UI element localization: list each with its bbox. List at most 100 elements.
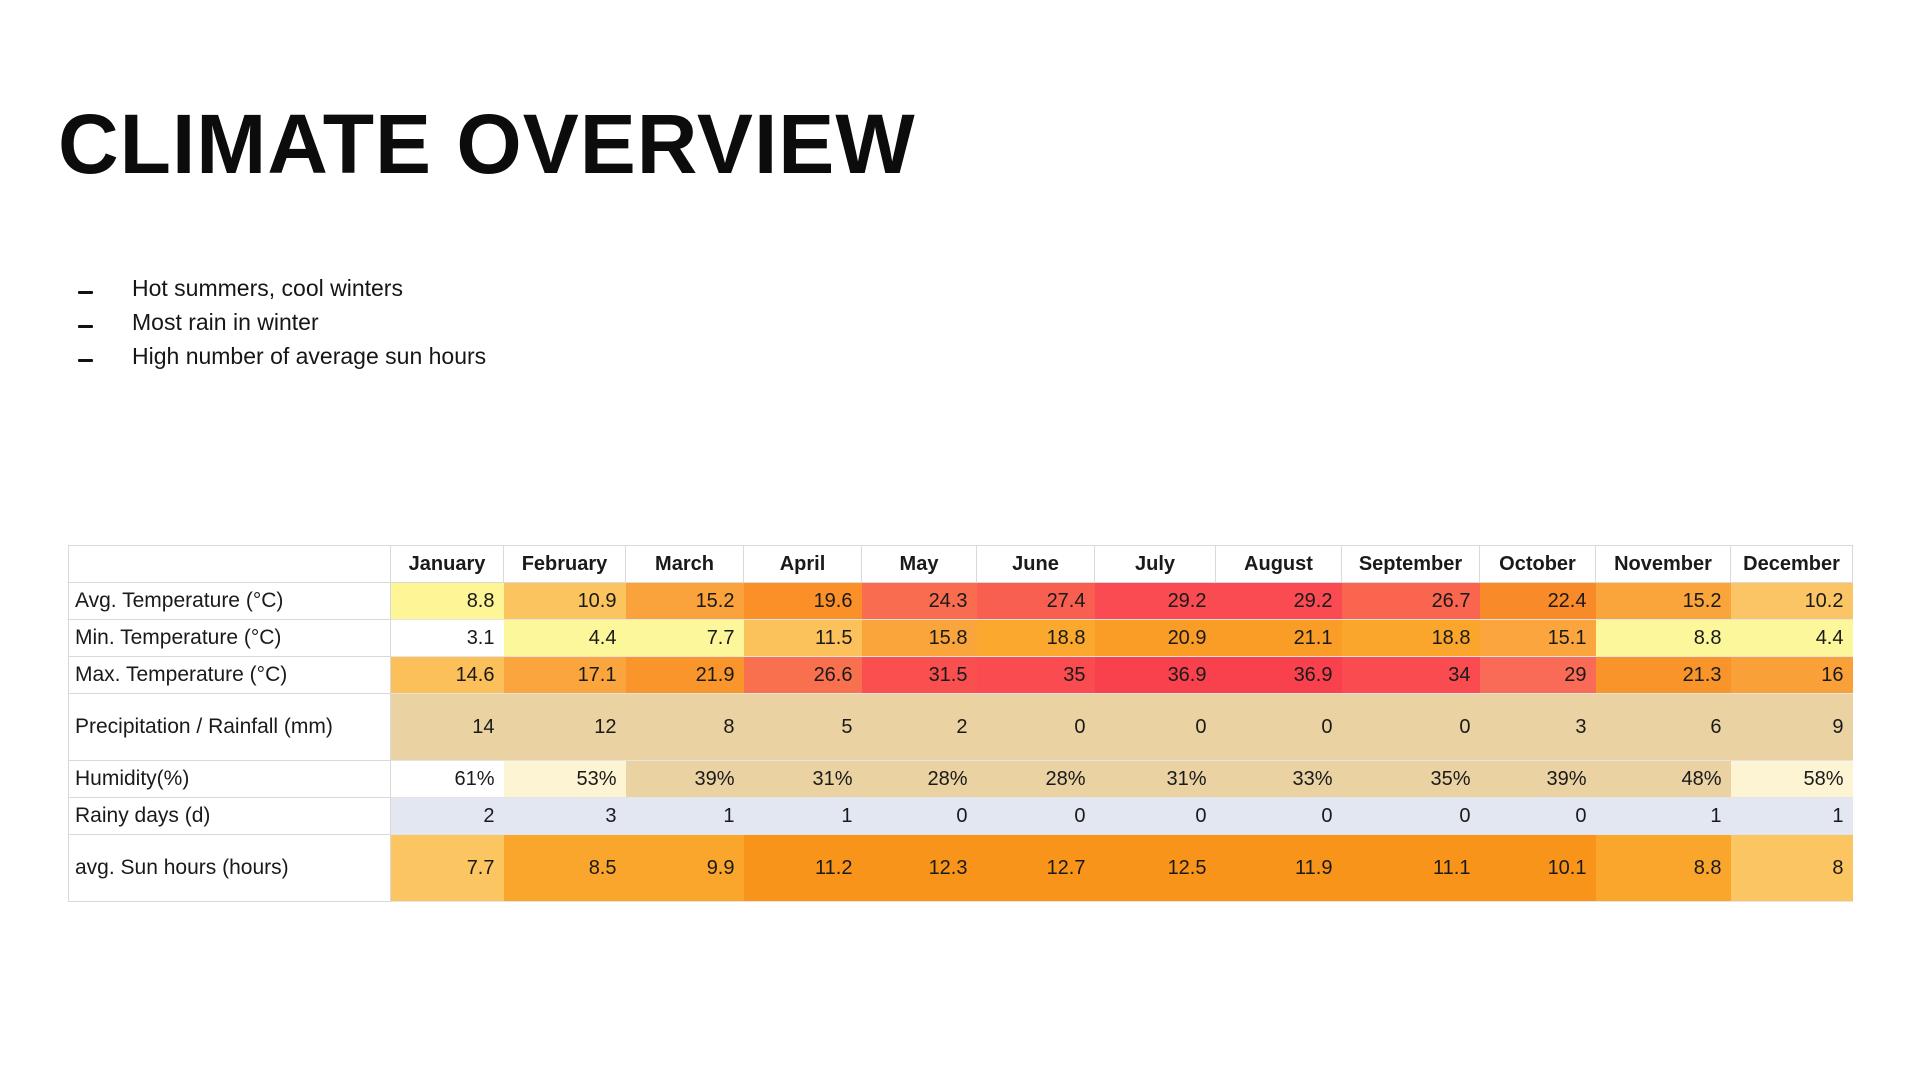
table-cell: 11.2	[743, 834, 862, 902]
table-cell: 8.5	[503, 834, 626, 902]
table-cell: 39%	[1479, 760, 1596, 798]
table-cell: 1	[743, 797, 862, 835]
table-cell: 35	[976, 656, 1095, 694]
table-cell: 12.7	[976, 834, 1095, 902]
table-cell: 0	[1094, 693, 1216, 761]
table-cell: 10.9	[503, 582, 626, 620]
table-cell: 26.6	[743, 656, 862, 694]
table-cell: 3	[1479, 693, 1596, 761]
table-cell: 19.6	[743, 582, 862, 620]
table-row: Precipitation / Rainfall (mm) 14 12 8 5 2 0 0 0 0…	[68, 693, 1853, 761]
table-cell: 14	[390, 693, 504, 761]
table-cell: 0	[1215, 797, 1342, 835]
bullet-text: Hot summers, cool winters	[132, 275, 403, 301]
table-cell: 31%	[743, 760, 862, 798]
bullet-list: Hot summers, cool winters Most rain in wi…	[78, 276, 486, 378]
table-cell: 0	[1341, 797, 1480, 835]
table-cell: 27.4	[976, 582, 1095, 620]
table-cell: 9.9	[625, 834, 744, 902]
table-cell: 0	[976, 693, 1095, 761]
table-cell: 9	[1730, 693, 1853, 761]
table-cell: 36.9	[1215, 656, 1342, 694]
table-cell: 36.9	[1094, 656, 1216, 694]
table-cell: 1	[1595, 797, 1731, 835]
table-cell: 12	[503, 693, 626, 761]
table-cell: 2	[861, 693, 977, 761]
table-row: Max. Temperature (°C) 14.6 17.1 21.9 26.6 31.…	[68, 656, 1853, 694]
table-cell: 11.1	[1341, 834, 1480, 902]
table-cell: 1	[1730, 797, 1853, 835]
row-label: Rainy days (d)	[68, 797, 391, 835]
table-cell: 1	[625, 797, 744, 835]
table-cell: 21.3	[1595, 656, 1731, 694]
table-cell: 4.4	[1730, 619, 1853, 657]
table-cell: 6	[1595, 693, 1731, 761]
table-row: Avg. Temperature (°C) 8.8 10.9 15.2 19.6 24.3…	[68, 582, 1853, 620]
month-header: May	[861, 545, 977, 583]
table-row: Humidity(%) 61% 53% 39% 31% 28% 28% 31% 33% 35% 39…	[68, 760, 1853, 798]
row-label: Avg. Temperature (°C)	[68, 582, 391, 620]
month-header: June	[976, 545, 1095, 583]
table-cell: 48%	[1595, 760, 1731, 798]
table-cell: 18.8	[1341, 619, 1480, 657]
table-cell: 58%	[1730, 760, 1853, 798]
table-cell: 12.5	[1094, 834, 1216, 902]
table-cell: 8.8	[390, 582, 504, 620]
table-cell: 35%	[1341, 760, 1480, 798]
corner-cell	[68, 545, 391, 583]
table-cell: 2	[390, 797, 504, 835]
table-cell: 28%	[976, 760, 1095, 798]
table-cell: 17.1	[503, 656, 626, 694]
bullet-text: Most rain in winter	[132, 309, 319, 335]
row-label: Humidity(%)	[68, 760, 391, 798]
table-cell: 0	[976, 797, 1095, 835]
dash-bullet-icon	[78, 291, 93, 294]
table-cell: 0	[1341, 693, 1480, 761]
table-cell: 22.4	[1479, 582, 1596, 620]
table-cell: 8	[1730, 834, 1853, 902]
table-cell: 29.2	[1215, 582, 1342, 620]
table-cell: 31.5	[861, 656, 977, 694]
month-header: December	[1730, 545, 1853, 583]
table-cell: 3	[503, 797, 626, 835]
row-label: avg. Sun hours (hours)	[68, 834, 391, 902]
table-cell: 21.9	[625, 656, 744, 694]
table-cell: 0	[1094, 797, 1216, 835]
bullet-item: High number of average sun hours	[78, 344, 486, 369]
table-cell: 29.2	[1094, 582, 1216, 620]
table-cell: 21.1	[1215, 619, 1342, 657]
page-title: CLIMATE OVERVIEW	[58, 97, 916, 192]
bullet-text: High number of average sun hours	[132, 343, 487, 369]
table-cell: 5	[743, 693, 862, 761]
month-header-row: January February March April May June July Augu…	[68, 545, 1853, 583]
month-header: July	[1094, 545, 1216, 583]
row-label: Max. Temperature (°C)	[68, 656, 391, 694]
table-cell: 20.9	[1094, 619, 1216, 657]
table-cell: 53%	[503, 760, 626, 798]
table-cell: 14.6	[390, 656, 504, 694]
table-cell: 8.8	[1595, 619, 1731, 657]
month-header: March	[625, 545, 744, 583]
month-header: September	[1341, 545, 1480, 583]
month-header: August	[1215, 545, 1342, 583]
table-cell: 15.2	[1595, 582, 1731, 620]
bullet-item: Hot summers, cool winters	[78, 276, 486, 301]
table-cell: 29	[1479, 656, 1596, 694]
table-cell: 7.7	[390, 834, 504, 902]
month-header: November	[1595, 545, 1731, 583]
table-cell: 7.7	[625, 619, 744, 657]
table-row: Rainy days (d) 2 3 1 1 0 0 0 0 0 0 1 1	[68, 797, 1853, 835]
table-cell: 34	[1341, 656, 1480, 694]
table-cell: 24.3	[861, 582, 977, 620]
month-header: January	[390, 545, 504, 583]
table-cell: 0	[1215, 693, 1342, 761]
month-header: February	[503, 545, 626, 583]
table-cell: 3.1	[390, 619, 504, 657]
table-cell: 15.2	[625, 582, 744, 620]
table-cell: 15.8	[861, 619, 977, 657]
table-cell: 8	[625, 693, 744, 761]
table-cell: 18.8	[976, 619, 1095, 657]
table-cell: 33%	[1215, 760, 1342, 798]
table-row: Min. Temperature (°C) 3.1 4.4 7.7 11.5 15.8 18…	[68, 619, 1853, 657]
